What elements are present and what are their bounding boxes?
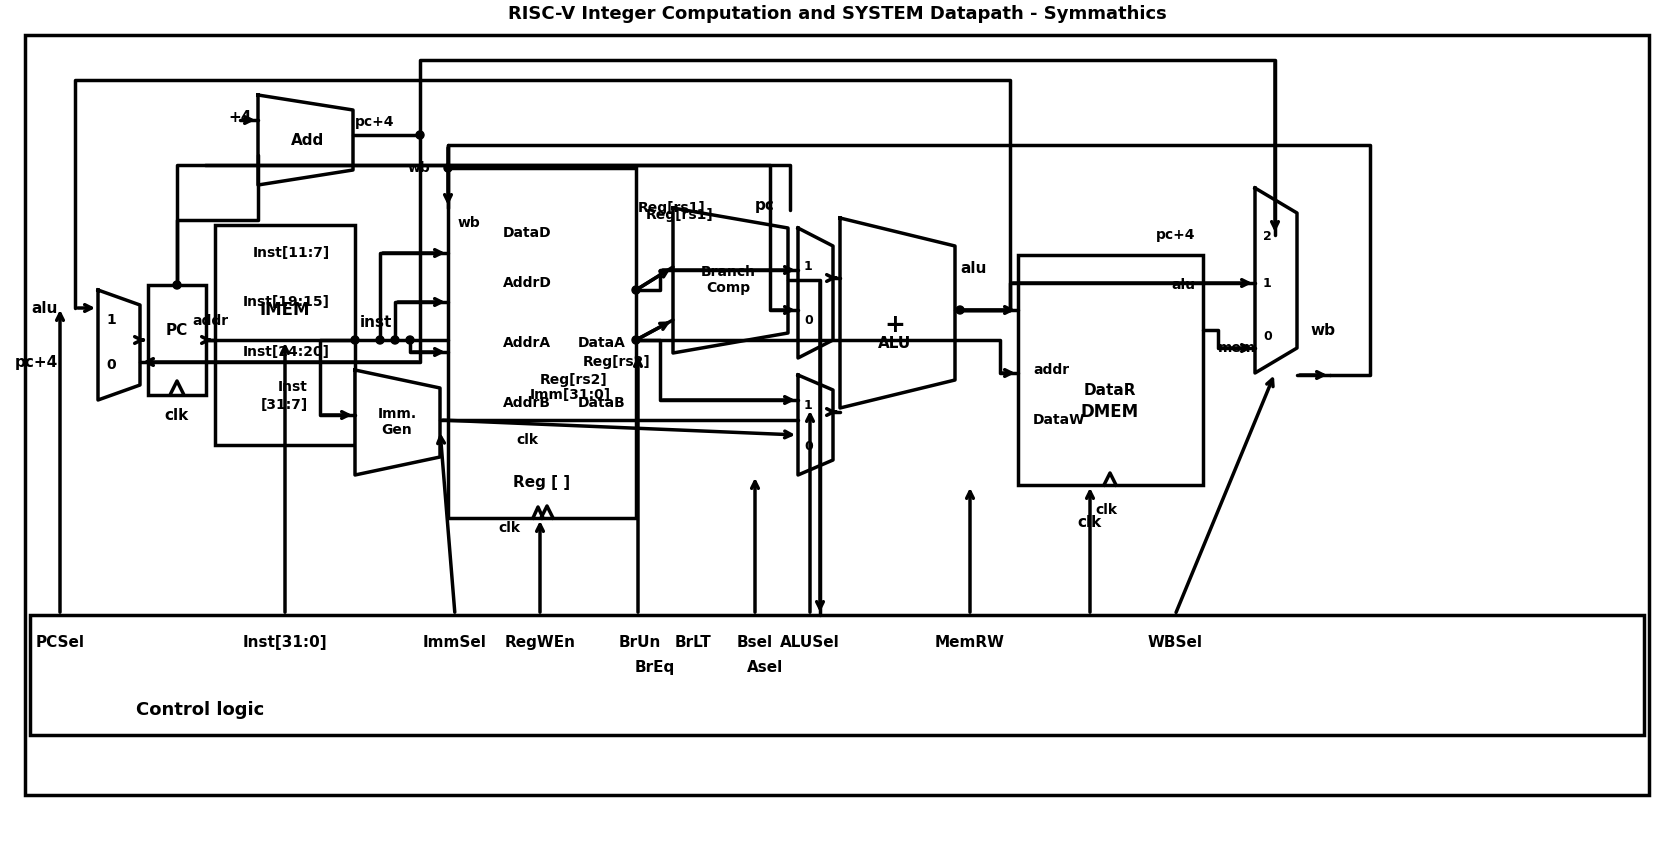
Text: 0: 0 bbox=[105, 358, 115, 372]
Polygon shape bbox=[1255, 188, 1297, 373]
Circle shape bbox=[417, 131, 423, 139]
Text: Reg[rs2]: Reg[rs2] bbox=[540, 373, 607, 387]
Text: wb: wb bbox=[407, 161, 430, 175]
Text: pc+4: pc+4 bbox=[355, 115, 395, 129]
Text: pc+4: pc+4 bbox=[1154, 228, 1195, 242]
Circle shape bbox=[443, 164, 452, 172]
Text: 0: 0 bbox=[803, 440, 813, 454]
Polygon shape bbox=[99, 290, 141, 400]
Text: AddrA: AddrA bbox=[502, 336, 550, 350]
Text: 0: 0 bbox=[1261, 330, 1271, 343]
Text: BrEq: BrEq bbox=[634, 660, 674, 675]
Text: AddrB: AddrB bbox=[502, 396, 550, 410]
Bar bbox=[448, 168, 636, 518]
Circle shape bbox=[632, 336, 639, 344]
Text: 2: 2 bbox=[1261, 230, 1271, 242]
Text: Add: Add bbox=[291, 133, 325, 148]
Text: PC: PC bbox=[166, 322, 187, 337]
Text: Reg [ ]: Reg [ ] bbox=[514, 475, 570, 490]
Text: DataD: DataD bbox=[502, 226, 552, 240]
Bar bbox=[25, 35, 1648, 795]
Text: Imm[31:0]: Imm[31:0] bbox=[530, 388, 611, 402]
Text: DataR: DataR bbox=[1082, 382, 1136, 398]
Text: Branch
Comp: Branch Comp bbox=[699, 265, 755, 295]
Text: AddrD: AddrD bbox=[502, 276, 552, 290]
Circle shape bbox=[174, 282, 181, 288]
Text: 1: 1 bbox=[105, 313, 115, 327]
Text: inst: inst bbox=[360, 314, 391, 330]
Circle shape bbox=[376, 336, 383, 344]
Circle shape bbox=[351, 336, 358, 344]
Text: MemRW: MemRW bbox=[935, 635, 1004, 650]
Text: wb: wb bbox=[458, 216, 480, 230]
Polygon shape bbox=[258, 95, 353, 185]
Text: Inst[31:0]: Inst[31:0] bbox=[243, 635, 328, 650]
Text: Imm.
Gen: Imm. Gen bbox=[376, 407, 417, 437]
Text: addr: addr bbox=[192, 314, 228, 328]
Circle shape bbox=[391, 336, 398, 344]
Text: alu: alu bbox=[1171, 278, 1195, 292]
Circle shape bbox=[407, 336, 413, 344]
Text: DataA: DataA bbox=[577, 336, 626, 350]
Text: clk: clk bbox=[497, 521, 520, 535]
Text: [31:7]: [31:7] bbox=[261, 398, 308, 412]
Bar bbox=[1017, 255, 1203, 485]
Text: clk: clk bbox=[164, 408, 189, 423]
Text: WBSel: WBSel bbox=[1146, 635, 1201, 650]
Text: ALUSel: ALUSel bbox=[780, 635, 840, 650]
Text: ImmSel: ImmSel bbox=[423, 635, 487, 650]
Polygon shape bbox=[798, 375, 833, 475]
Polygon shape bbox=[798, 228, 833, 358]
Text: 1: 1 bbox=[1261, 276, 1271, 290]
Text: alu: alu bbox=[959, 260, 985, 275]
Text: Asel: Asel bbox=[746, 660, 783, 675]
Text: BrLT: BrLT bbox=[674, 635, 711, 650]
Text: Inst: Inst bbox=[278, 380, 308, 394]
Text: 0: 0 bbox=[803, 314, 813, 326]
Text: clk: clk bbox=[515, 433, 537, 447]
Circle shape bbox=[632, 286, 639, 294]
Text: DataW: DataW bbox=[1032, 413, 1084, 427]
Polygon shape bbox=[673, 208, 788, 353]
Text: RISC-V Integer Computation and SYSTEM Datapath - Symmathics: RISC-V Integer Computation and SYSTEM Da… bbox=[507, 5, 1166, 23]
Text: +: + bbox=[883, 313, 905, 337]
Text: pc+4: pc+4 bbox=[15, 354, 59, 370]
Text: addr: addr bbox=[1032, 363, 1069, 377]
Polygon shape bbox=[840, 218, 954, 408]
Text: 1: 1 bbox=[803, 259, 813, 273]
Text: mem: mem bbox=[1218, 341, 1255, 355]
Text: Inst[19:15]: Inst[19:15] bbox=[243, 295, 330, 309]
Text: Reg[rs1]: Reg[rs1] bbox=[637, 201, 706, 215]
Text: Reg[rs2]: Reg[rs2] bbox=[582, 355, 651, 369]
Text: Bsel: Bsel bbox=[736, 635, 773, 650]
Text: RegWEn: RegWEn bbox=[504, 635, 576, 650]
Bar bbox=[147, 285, 206, 395]
Text: clk: clk bbox=[1077, 515, 1101, 530]
Polygon shape bbox=[355, 370, 440, 475]
Text: PCSel: PCSel bbox=[35, 635, 84, 650]
Text: IMEM: IMEM bbox=[259, 301, 310, 319]
Text: clk: clk bbox=[1094, 503, 1116, 517]
Text: Control logic: Control logic bbox=[136, 701, 264, 719]
Bar bbox=[30, 615, 1643, 735]
Text: Reg[rs1]: Reg[rs1] bbox=[646, 208, 713, 222]
Text: alu: alu bbox=[32, 301, 59, 315]
Bar bbox=[214, 225, 355, 445]
Text: Inst[24:20]: Inst[24:20] bbox=[243, 345, 330, 359]
Text: DataB: DataB bbox=[577, 396, 626, 410]
Text: ALU: ALU bbox=[878, 336, 912, 350]
Circle shape bbox=[172, 281, 181, 289]
Circle shape bbox=[955, 306, 964, 314]
Text: BrUn: BrUn bbox=[619, 635, 661, 650]
Text: 1: 1 bbox=[803, 399, 813, 411]
Text: wb: wb bbox=[1310, 322, 1333, 337]
Text: Inst[11:7]: Inst[11:7] bbox=[253, 246, 330, 260]
Text: DMEM: DMEM bbox=[1081, 403, 1138, 421]
Text: pc: pc bbox=[755, 197, 775, 212]
Text: +4: +4 bbox=[228, 110, 251, 124]
